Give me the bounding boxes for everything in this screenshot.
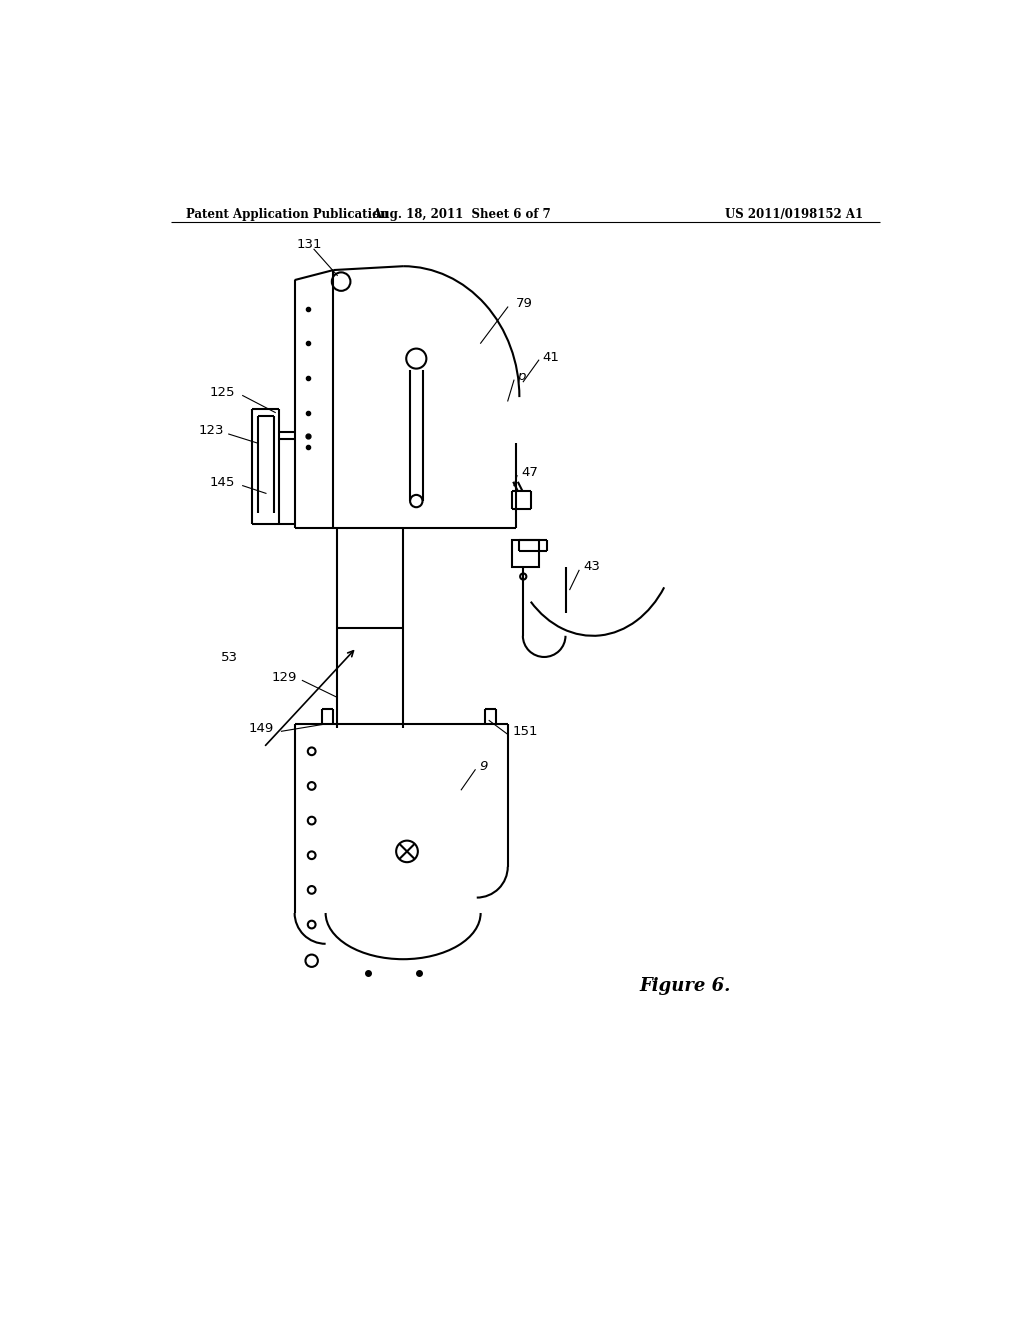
Text: Figure 6.: Figure 6. — [640, 977, 731, 995]
Text: 9: 9 — [480, 760, 488, 774]
Text: 125: 125 — [210, 385, 234, 399]
Text: p: p — [517, 370, 525, 383]
Text: 47: 47 — [521, 466, 539, 479]
Text: 129: 129 — [271, 671, 297, 684]
Text: 145: 145 — [210, 477, 234, 490]
Text: 149: 149 — [249, 722, 273, 735]
Text: 41: 41 — [543, 351, 559, 363]
Text: 43: 43 — [584, 560, 600, 573]
Text: Patent Application Publication: Patent Application Publication — [186, 209, 389, 222]
Text: 123: 123 — [199, 425, 224, 437]
Text: 79: 79 — [515, 297, 532, 310]
Text: 131: 131 — [297, 238, 323, 251]
Text: US 2011/0198152 A1: US 2011/0198152 A1 — [725, 209, 863, 222]
Text: 53: 53 — [221, 651, 238, 664]
Text: 151: 151 — [512, 725, 538, 738]
Bar — [512, 540, 539, 566]
Text: Aug. 18, 2011  Sheet 6 of 7: Aug. 18, 2011 Sheet 6 of 7 — [372, 209, 551, 222]
